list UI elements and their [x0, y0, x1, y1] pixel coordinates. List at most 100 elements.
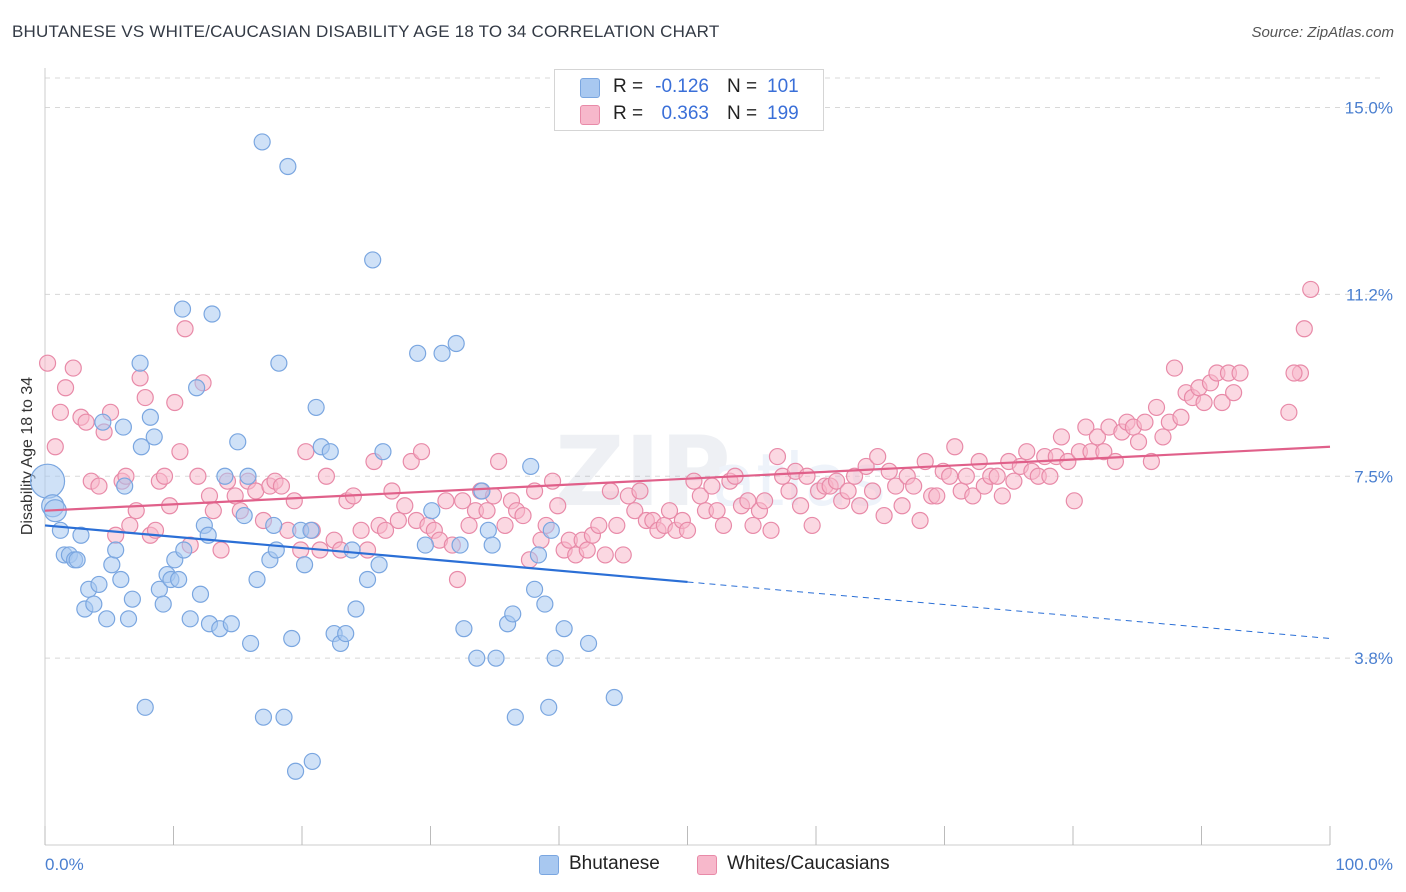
source-credit: Source: ZipAtlas.com: [1251, 24, 1394, 41]
bhutanese-point: [123, 590, 141, 608]
whites-point: [460, 516, 478, 535]
whites-point: [755, 492, 774, 510]
whites-point: [911, 511, 929, 530]
bhutanese-point: [222, 615, 240, 633]
bhutanese-point: [145, 428, 163, 446]
bhutanese-point: [358, 570, 377, 589]
whites-point: [64, 359, 82, 377]
bhutanese-point: [409, 344, 427, 362]
bhutanese-trend-dashed: [687, 581, 1331, 639]
bhutanese-point: [72, 526, 90, 544]
n-label: N =: [727, 103, 758, 124]
bhutanese-point: [370, 556, 388, 574]
whites-point: [454, 492, 472, 510]
bhutanese-series: [29, 133, 623, 780]
bhutanese-point: [525, 580, 544, 598]
bhutanese-point: [343, 541, 361, 559]
whites-point: [1295, 320, 1313, 338]
y-tick-label: 15.0%: [1345, 99, 1393, 118]
stat-row-bhutanese: R = -0.126 N = 101: [555, 73, 823, 101]
whites-point: [292, 541, 310, 559]
stat-row-whites: R = 0.363 N = 199: [555, 100, 823, 128]
correlation-stats-box: R = -0.126 N = 101 R = 0.363 N = 199: [554, 69, 824, 131]
bhutanese-point: [242, 634, 260, 653]
whites-point: [189, 467, 207, 485]
bhutanese-point: [216, 467, 234, 485]
whites-point: [396, 497, 414, 515]
whites-point: [1005, 472, 1023, 490]
bhutanese-point: [455, 620, 473, 638]
bhutanese-point: [295, 556, 314, 574]
chart-title: BHUTANESE VS WHITE/CAUCASIAN DISABILITY …: [12, 22, 720, 41]
bhutanese-point: [188, 379, 206, 397]
whites-point: [1154, 428, 1172, 446]
bhutanese-point: [540, 698, 558, 716]
whites-point: [596, 546, 614, 564]
whites-point: [626, 502, 644, 520]
whites-point: [708, 502, 726, 520]
bhutanese-point: [181, 610, 199, 628]
bhutanese-point: [303, 752, 321, 771]
bhutanese-point: [253, 133, 271, 151]
whites-swatch: [580, 105, 600, 125]
tick-labels: 3.8% 7.5% 11.2% 15.0% 0.0% 100.0%: [45, 99, 1393, 875]
whites-point: [803, 516, 821, 535]
whites-point: [1280, 403, 1298, 421]
whites-point: [389, 511, 407, 530]
bhutanese-point: [451, 536, 469, 554]
whites-point: [608, 516, 626, 535]
bhutanese-point: [416, 536, 434, 554]
whites-point: [1142, 452, 1160, 471]
x-tick-label: 0.0%: [45, 855, 84, 874]
bhutanese-point: [283, 629, 301, 648]
whites-point: [212, 541, 230, 559]
whites-point: [880, 462, 898, 480]
bhutanese-point: [447, 334, 465, 353]
bhutanese-point: [536, 595, 554, 613]
bhutanese-point: [275, 708, 293, 726]
whites-point: [1041, 467, 1059, 485]
whites-point: [1052, 428, 1071, 446]
r-label: R =: [613, 76, 644, 97]
whites-caucasians-series: [38, 280, 1320, 589]
whites-point: [1129, 433, 1148, 451]
bhutanese-point: [307, 398, 325, 417]
whites-point: [437, 492, 455, 510]
whites-point: [631, 482, 649, 500]
r-value: 0.363: [661, 103, 709, 124]
whites-point: [1195, 393, 1213, 412]
whites-point: [171, 443, 189, 461]
whites-point: [744, 516, 762, 535]
bhutanese-point: [103, 556, 121, 574]
whites-point: [155, 467, 174, 485]
whites-point: [1172, 408, 1190, 426]
bhutanese-point: [68, 551, 86, 569]
whites-point: [176, 320, 194, 338]
whites-point: [768, 447, 787, 466]
bhutanese-point: [235, 506, 253, 525]
whites-point: [887, 477, 905, 495]
whites-point: [1165, 359, 1184, 377]
whites-point: [839, 482, 857, 500]
whites-point: [1088, 428, 1107, 446]
bhutanese-swatch: [580, 78, 600, 98]
whites-point: [317, 467, 336, 485]
whites-point: [166, 393, 184, 412]
whites-point: [496, 516, 514, 535]
bhutanese-point: [132, 438, 150, 456]
bhutanese-point: [504, 605, 522, 623]
r-label: R =: [613, 103, 644, 124]
whites-point: [714, 516, 733, 535]
whites-point: [358, 541, 377, 559]
bhutanese-point: [114, 418, 132, 436]
y-tick-label: 3.8%: [1354, 649, 1393, 668]
bhutanese-point: [487, 649, 505, 667]
whites-point: [578, 541, 596, 559]
bhutanese-point: [112, 570, 130, 589]
whites-point: [412, 443, 431, 461]
y-tick-label: 7.5%: [1354, 467, 1393, 486]
n-value: 199: [767, 103, 799, 124]
whites-point: [136, 388, 154, 407]
whites-point: [845, 467, 864, 485]
whites-point: [798, 467, 816, 485]
